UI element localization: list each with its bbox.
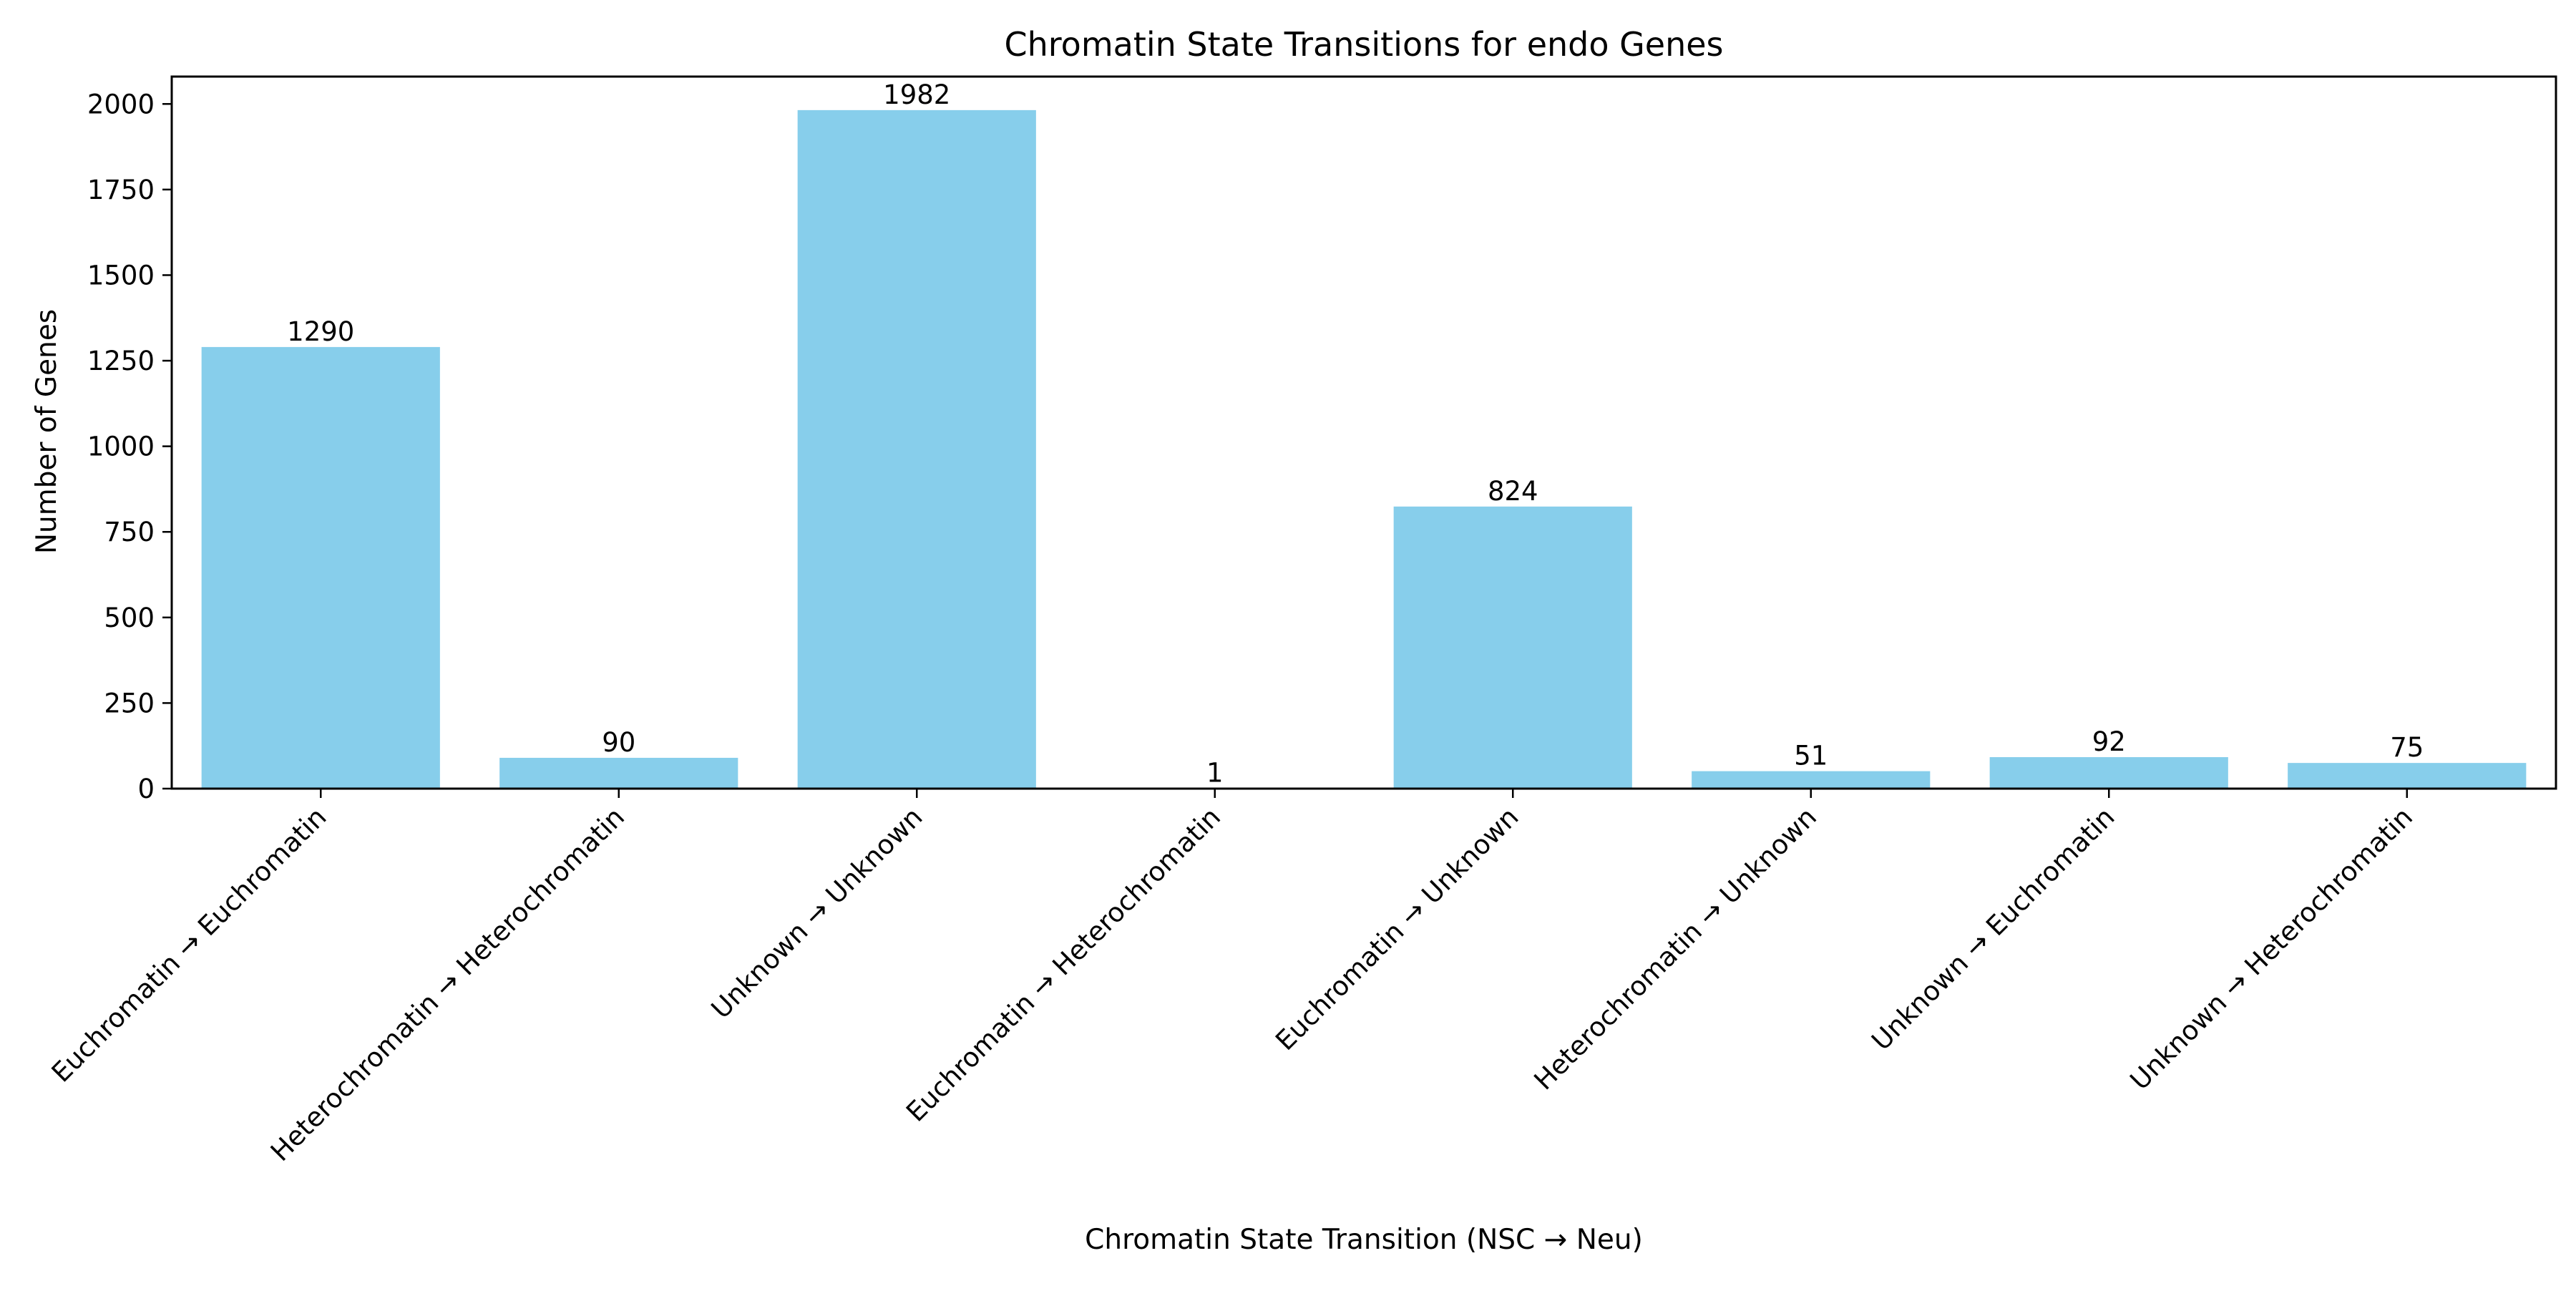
y-tick-label: 750	[104, 517, 155, 547]
bar-1	[499, 758, 738, 789]
y-axis-label: Number of Genes	[31, 309, 63, 554]
y-tick-label: 1500	[87, 260, 155, 291]
y-tick-label: 1750	[87, 175, 155, 205]
bar-0	[202, 347, 440, 789]
bar-value-label: 51	[1794, 741, 1828, 771]
bar-6	[1990, 757, 2228, 789]
bar-5	[1692, 771, 1930, 789]
bar-7	[2288, 763, 2526, 789]
y-tick-label: 0	[137, 774, 155, 804]
bar-value-label: 1	[1206, 758, 1224, 789]
bar-value-label: 1290	[287, 316, 354, 347]
chart-title: Chromatin State Transitions for endo Gen…	[1005, 25, 1724, 64]
bar-4	[1394, 507, 1632, 789]
bar-value-label: 92	[2092, 726, 2126, 757]
bar-value-label: 90	[602, 727, 635, 758]
y-tick-label: 500	[104, 603, 155, 633]
x-axis-label: Chromatin State Transition (NSC → Neu)	[1085, 1224, 1643, 1256]
y-tick-label: 2000	[87, 89, 155, 120]
y-tick-label: 1250	[87, 346, 155, 376]
bar-value-label: 824	[1488, 476, 1538, 507]
y-tick-label: 1000	[87, 432, 155, 462]
y-tick-label: 250	[104, 688, 155, 718]
bar-value-label: 1982	[883, 79, 950, 110]
bar-value-label: 75	[2390, 732, 2424, 763]
bar-2	[798, 110, 1036, 789]
